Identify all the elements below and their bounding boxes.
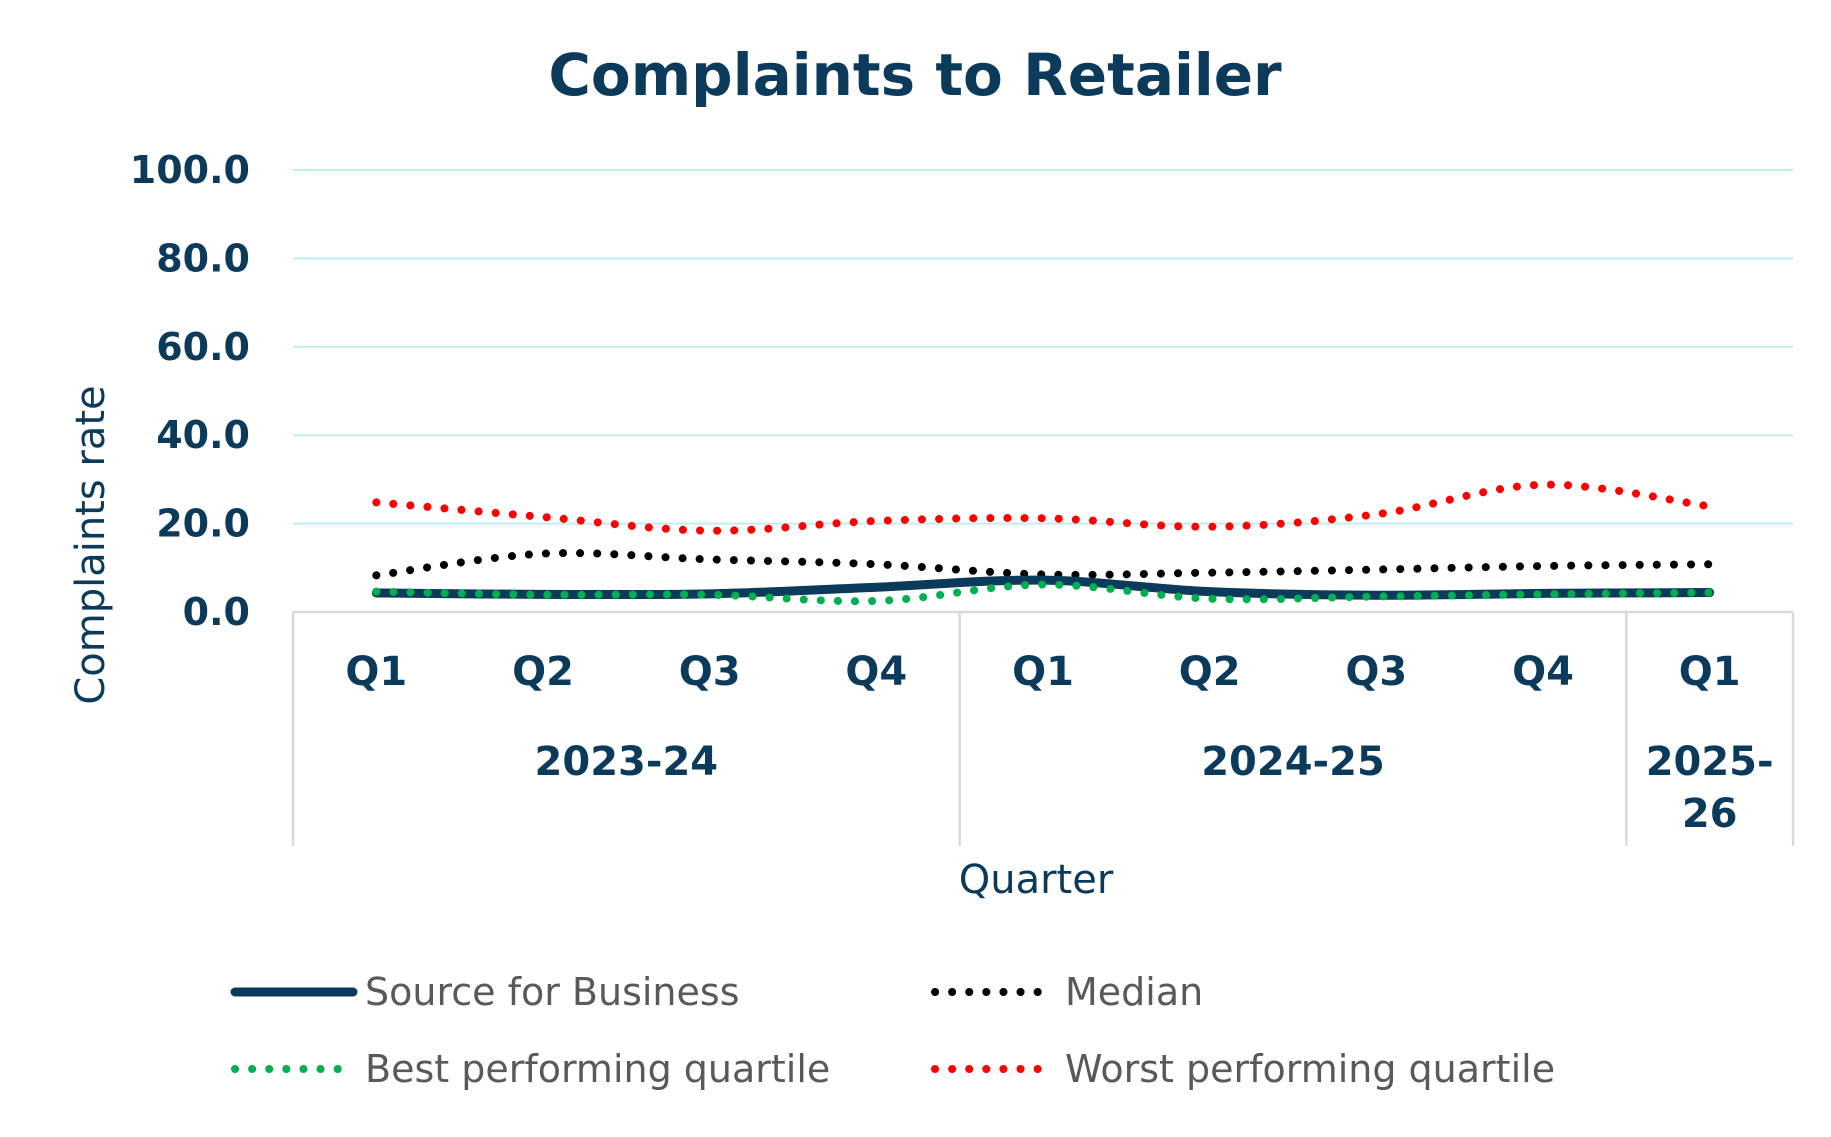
series-line-median — [372, 549, 1714, 580]
y-tick-label: 0.0 — [183, 590, 250, 634]
series-line-best-performing-quartile — [372, 580, 1714, 606]
x-tick-label: Q2 — [1179, 649, 1241, 695]
x-tick-label: Q2 — [512, 649, 574, 695]
legend: Source for Business Median Best performing… — [230, 970, 1555, 1091]
legend-label: Worst performing quartile — [1065, 1047, 1555, 1091]
x-tick-label: Q3 — [679, 649, 741, 695]
x-tick-label: Q4 — [1512, 649, 1574, 695]
y-axis-ticks: 0.0 20.0 40.0 60.0 80.0 100.0 — [130, 148, 250, 634]
y-axis-title: Complaints rate — [68, 385, 114, 704]
gridlines — [293, 169, 1793, 525]
x-axis-title: Quarter — [959, 857, 1114, 903]
legend-label: Source for Business — [365, 970, 740, 1014]
y-tick-label: 100.0 — [130, 148, 250, 192]
y-tick-label: 40.0 — [156, 413, 250, 457]
x-tick-label: Q1 — [1679, 649, 1741, 695]
y-tick-label: 80.0 — [156, 236, 250, 280]
x-tick-label: Q1 — [1012, 649, 1074, 695]
x-group-label: 2025-26 — [1646, 739, 1774, 837]
series-lines — [371, 480, 1715, 606]
x-axis: Q1 Q2 Q3 Q4 Q1 Q2 Q3 Q4 Q1 2023-24 2024-25 2025-26 — [291, 610, 1795, 846]
x-tick-label: Q1 — [345, 649, 407, 695]
x-tick-label: Q3 — [1345, 649, 1407, 695]
x-group-label: 2023-24 — [535, 739, 719, 785]
legend-label: Best performing quartile — [365, 1047, 830, 1091]
y-tick-label: 20.0 — [156, 502, 250, 546]
legend-label: Median — [1065, 970, 1203, 1014]
chart-title: Complaints to Retailer — [548, 41, 1282, 109]
series-line-worst-performing-quartile — [372, 480, 1714, 535]
series-line-source-for-business — [371, 575, 1715, 600]
y-tick-label: 60.0 — [156, 325, 250, 369]
x-tick-label: Q4 — [845, 649, 907, 695]
x-group-label: 2024-25 — [1201, 739, 1385, 785]
